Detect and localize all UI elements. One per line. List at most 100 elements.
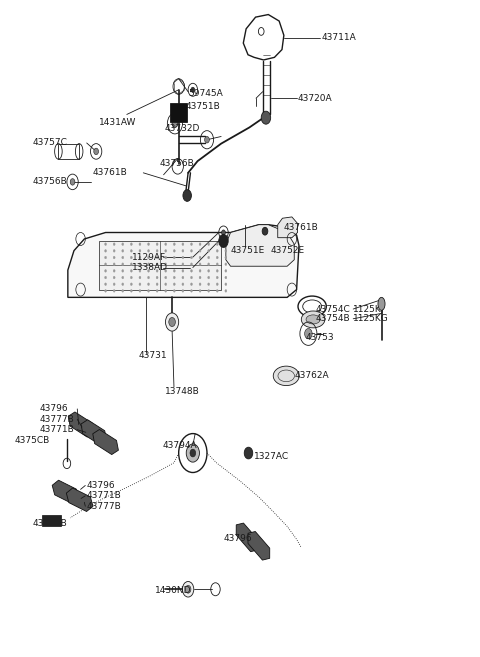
Circle shape: [105, 263, 107, 265]
Circle shape: [191, 243, 192, 246]
Text: 1430ND: 1430ND: [155, 586, 192, 595]
Text: 43752E: 43752E: [271, 246, 305, 255]
Circle shape: [199, 290, 201, 292]
Circle shape: [131, 276, 132, 279]
Text: 13748B: 13748B: [165, 387, 199, 396]
Circle shape: [113, 250, 115, 252]
Text: 43751B: 43751B: [186, 102, 220, 111]
Text: 43711A: 43711A: [322, 34, 356, 43]
Circle shape: [216, 256, 218, 259]
Text: 43794A: 43794A: [162, 441, 197, 450]
Circle shape: [131, 290, 132, 292]
Circle shape: [225, 269, 227, 272]
Circle shape: [94, 148, 98, 154]
Text: 43731: 43731: [139, 351, 167, 360]
Circle shape: [244, 447, 253, 459]
Circle shape: [113, 290, 115, 292]
Circle shape: [191, 290, 192, 292]
Circle shape: [113, 283, 115, 286]
Text: 1125KG: 1125KG: [353, 314, 389, 323]
Polygon shape: [93, 430, 119, 455]
Circle shape: [122, 276, 124, 279]
Circle shape: [173, 276, 175, 279]
FancyBboxPatch shape: [98, 241, 221, 290]
Circle shape: [208, 276, 210, 279]
Circle shape: [166, 313, 179, 331]
Circle shape: [147, 250, 149, 252]
Circle shape: [216, 290, 218, 292]
Circle shape: [182, 581, 194, 597]
Text: 1431AW: 1431AW: [98, 118, 136, 127]
Circle shape: [208, 283, 210, 286]
Text: 43796: 43796: [39, 405, 68, 413]
Circle shape: [191, 276, 192, 279]
Text: 43750B: 43750B: [33, 518, 67, 528]
Circle shape: [122, 263, 124, 265]
Polygon shape: [68, 412, 94, 437]
Text: 43757C: 43757C: [33, 139, 67, 147]
Text: 43754C: 43754C: [315, 305, 350, 313]
Text: 43777B: 43777B: [87, 502, 121, 510]
Circle shape: [156, 276, 158, 279]
Circle shape: [199, 269, 201, 272]
Circle shape: [261, 111, 271, 124]
Circle shape: [131, 243, 132, 246]
Circle shape: [216, 283, 218, 286]
Text: 43756B: 43756B: [160, 159, 194, 168]
Text: 43753: 43753: [306, 333, 335, 342]
Circle shape: [131, 263, 132, 265]
Circle shape: [183, 190, 192, 201]
Circle shape: [147, 263, 149, 265]
Circle shape: [139, 283, 141, 286]
Circle shape: [216, 269, 218, 272]
Circle shape: [305, 328, 312, 339]
Circle shape: [191, 256, 192, 259]
Circle shape: [182, 243, 184, 246]
Circle shape: [225, 283, 227, 286]
Circle shape: [182, 250, 184, 252]
Circle shape: [113, 269, 115, 272]
Circle shape: [131, 250, 132, 252]
Circle shape: [191, 263, 192, 265]
Circle shape: [208, 250, 210, 252]
Circle shape: [208, 256, 210, 259]
Circle shape: [173, 250, 175, 252]
Circle shape: [147, 290, 149, 292]
Circle shape: [105, 256, 107, 259]
Circle shape: [139, 290, 141, 292]
Circle shape: [216, 276, 218, 279]
Circle shape: [185, 585, 191, 593]
Text: 43771B: 43771B: [87, 491, 121, 501]
Text: 43732D: 43732D: [165, 124, 200, 133]
Text: 1129AF: 1129AF: [132, 253, 166, 261]
Circle shape: [199, 256, 201, 259]
Circle shape: [199, 283, 201, 286]
Circle shape: [222, 230, 226, 235]
FancyBboxPatch shape: [42, 514, 61, 526]
Circle shape: [139, 243, 141, 246]
Ellipse shape: [306, 315, 320, 324]
Text: 1327AC: 1327AC: [254, 452, 289, 461]
Circle shape: [225, 243, 227, 246]
Circle shape: [122, 283, 124, 286]
Circle shape: [165, 263, 167, 265]
Text: 1125KJ: 1125KJ: [353, 305, 384, 313]
Circle shape: [182, 276, 184, 279]
Circle shape: [147, 269, 149, 272]
Circle shape: [219, 235, 228, 248]
Circle shape: [156, 256, 158, 259]
Circle shape: [122, 290, 124, 292]
Circle shape: [208, 243, 210, 246]
Circle shape: [122, 256, 124, 259]
Text: 43761B: 43761B: [284, 223, 319, 233]
Circle shape: [173, 256, 175, 259]
Circle shape: [156, 283, 158, 286]
Circle shape: [165, 256, 167, 259]
Circle shape: [182, 290, 184, 292]
Circle shape: [122, 243, 124, 246]
Circle shape: [139, 263, 141, 265]
Circle shape: [147, 283, 149, 286]
Circle shape: [182, 269, 184, 272]
Circle shape: [173, 243, 175, 246]
Circle shape: [262, 227, 268, 235]
